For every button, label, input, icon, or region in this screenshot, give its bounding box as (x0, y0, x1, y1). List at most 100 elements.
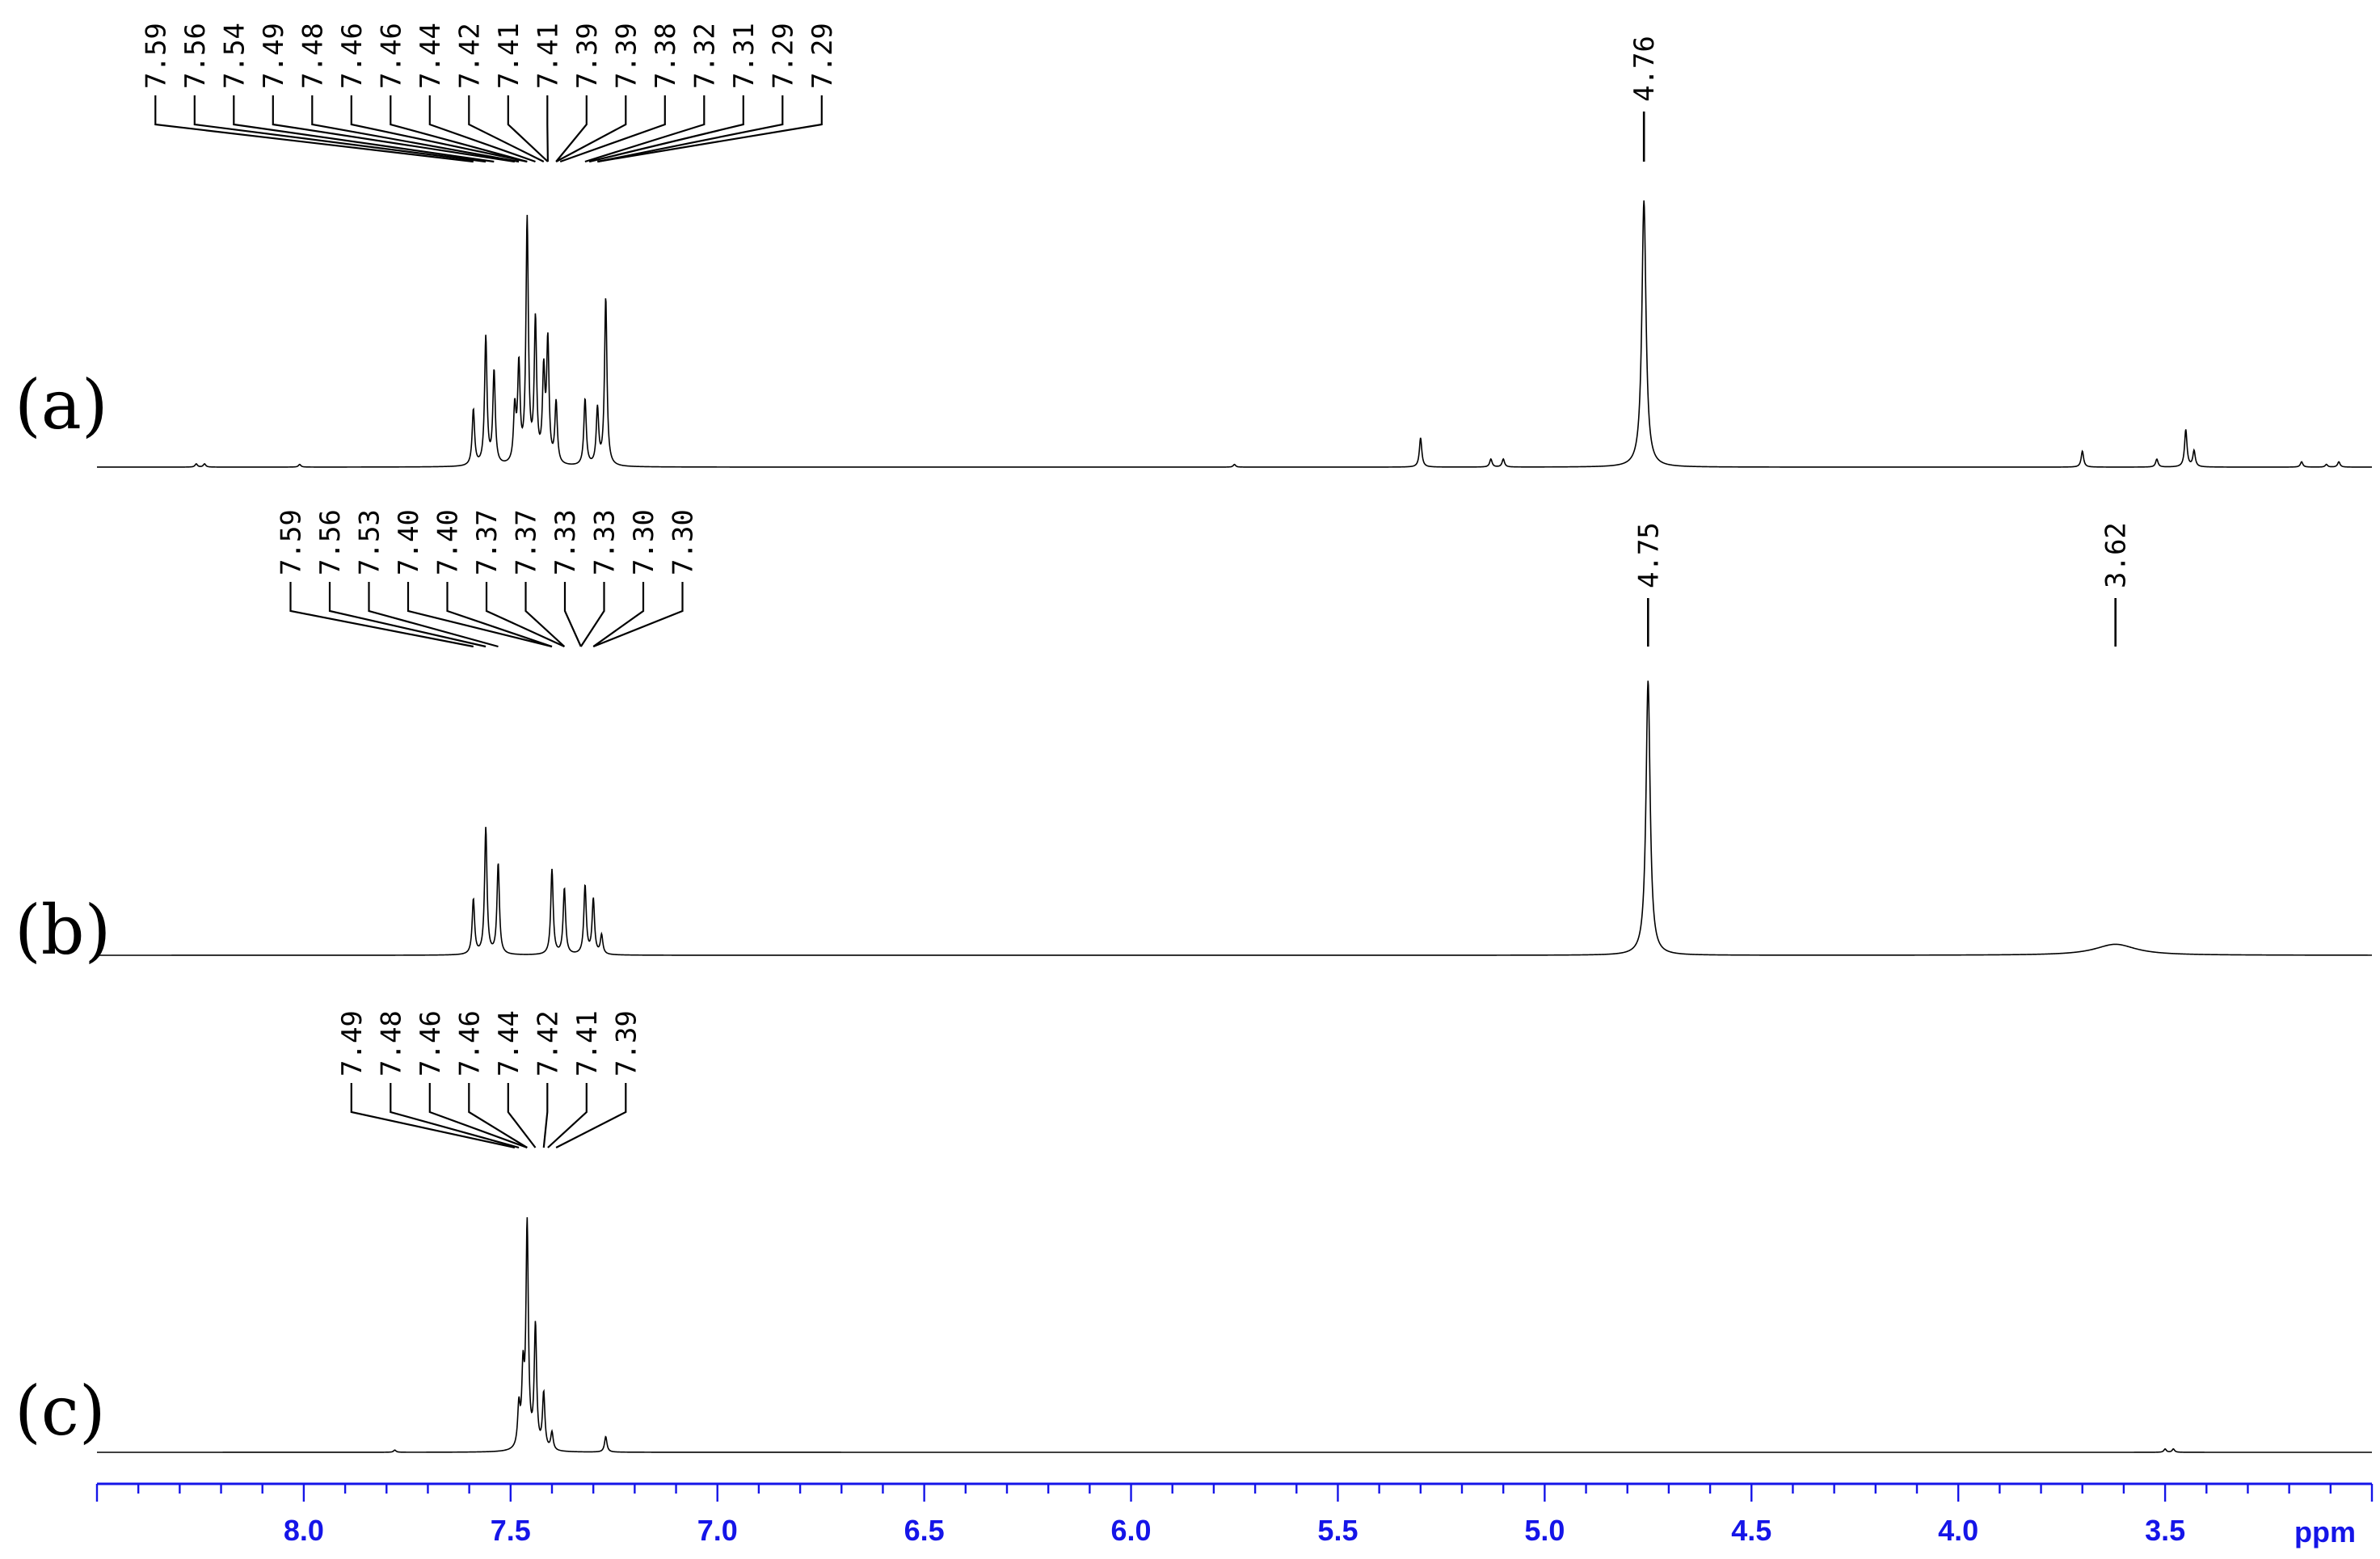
peak-label-leader (406, 582, 553, 648)
peak-label-leader (390, 1083, 520, 1149)
peak-label-leader (233, 95, 495, 163)
peak-label: 7.38 (650, 23, 682, 89)
x-tick-label: 7.5 (491, 1514, 531, 1547)
peak-label: 4.76 (1628, 36, 1661, 102)
peak-label: 7.49 (258, 23, 290, 89)
peak-label-leader (592, 582, 645, 647)
peak-label: 7.46 (453, 1010, 486, 1077)
peak-label-leader (524, 582, 566, 647)
peak-label-leader (579, 582, 605, 647)
peak-label: 7.40 (432, 509, 465, 575)
peak-label-leader (588, 95, 744, 163)
x-tick-label: 5.0 (1524, 1514, 1565, 1547)
panel-label: (b) (15, 891, 111, 970)
peak-label-leader (428, 95, 536, 163)
spectrum-trace (97, 680, 2372, 956)
x-tick-label: 8.0 (284, 1514, 324, 1547)
peak-label: 7.48 (297, 23, 329, 89)
peak-label-leader (559, 95, 666, 163)
peak-label-leader (555, 95, 627, 162)
x-tick-label: 7.0 (697, 1514, 738, 1547)
peak-label: 7.56 (314, 509, 347, 575)
peak-label-leader (289, 582, 474, 648)
peak-label: 7.59 (140, 23, 172, 89)
peak-label: 7.53 (354, 509, 386, 575)
peak-label-leader (468, 1083, 528, 1148)
peak-label-leader (507, 1083, 537, 1148)
peak-label-leader (555, 95, 588, 162)
peak-label: 7.59 (276, 509, 308, 575)
x-axis-unit-label: ppm (2294, 1515, 2356, 1548)
peak-label-leader (154, 95, 474, 163)
x-tick-label: 3.5 (2145, 1514, 2185, 1547)
x-tick-label: 4.5 (1731, 1514, 1771, 1547)
spectrum-panel: (b)7.59 7.56 7.53 7.40 7.40 7.37 7.37 7.33 7.33 7… (15, 509, 2372, 970)
x-tick-label: 6.5 (904, 1514, 945, 1547)
peak-label-leader (328, 582, 487, 648)
peak-label: 7.37 (471, 509, 503, 575)
peak-label: 7.39 (610, 1010, 642, 1077)
peak-label-leader (368, 582, 499, 648)
peak-label: 7.41 (571, 1010, 604, 1077)
peak-label-leader (542, 1083, 549, 1148)
peak-label-leader (350, 1083, 516, 1149)
peak-label: 7.33 (550, 509, 582, 575)
peak-label: 7.37 (511, 509, 543, 575)
peak-label-leader (446, 582, 553, 648)
peak-label: 7.56 (179, 23, 212, 89)
peak-label-leader (272, 95, 516, 163)
peak-label: 7.41 (493, 23, 525, 89)
peak-label-leader (555, 1083, 627, 1148)
peak-label: 7.31 (728, 23, 760, 89)
peak-label-leader (592, 582, 684, 648)
panel-label: (a) (15, 365, 108, 445)
peak-label-leader (428, 1083, 528, 1149)
peak-label-leader (597, 95, 823, 163)
peak-label: 7.49 (336, 1010, 369, 1077)
peak-label: 4.75 (1632, 522, 1665, 588)
spectrum-panel: (a)7.59 7.56 7.54 7.49 7.48 7.46 7.46 7.44 7.42 7… (15, 23, 2372, 468)
peak-label-leader (485, 582, 565, 648)
peak-label: 7.33 (589, 509, 621, 575)
peak-label: 7.48 (375, 1010, 407, 1077)
peak-label: 7.32 (689, 23, 721, 89)
spectra-panels: (a)7.59 7.56 7.54 7.49 7.48 7.46 7.46 7.44 7.42 7… (15, 23, 2372, 1453)
peak-label: 7.42 (453, 23, 486, 89)
peak-label: 7.44 (415, 23, 447, 89)
peak-label: 7.46 (375, 23, 407, 89)
peak-label: 7.44 (493, 1010, 525, 1077)
peak-label: 7.30 (628, 509, 660, 575)
peak-label: 7.39 (610, 23, 642, 89)
peak-label-leader (390, 95, 528, 163)
peak-label-leader (350, 95, 528, 163)
peak-label-leader (546, 95, 549, 162)
peak-label-leader (507, 95, 549, 162)
peak-label: 7.42 (532, 1010, 564, 1077)
peak-label: 7.29 (767, 23, 799, 89)
peak-label: 7.40 (393, 509, 425, 575)
x-tick-label: 5.5 (1317, 1514, 1358, 1547)
peak-label: 7.29 (807, 23, 839, 89)
peak-label-leader (563, 582, 582, 647)
peak-label-leader (547, 1083, 588, 1148)
spectrum-trace (97, 200, 2372, 468)
x-tick-label: 6.0 (1111, 1514, 1152, 1547)
x-axis: 8.0 7.5 7.0 6.5 6.0 5.5 5.0 4.5 4.0 3.5 ppm (95, 1482, 2374, 1548)
x-tick-label: 4.0 (1938, 1514, 1978, 1547)
peak-label: 7.46 (336, 23, 369, 89)
peak-label: 3.62 (2100, 522, 2133, 588)
peak-label: 7.54 (218, 23, 251, 89)
peak-label-leader (193, 95, 487, 163)
peak-label: 7.30 (668, 509, 700, 575)
panel-label: (c) (15, 1371, 106, 1451)
peak-label-leader (597, 95, 784, 163)
peak-label-leader (584, 95, 706, 163)
peak-label: 7.46 (415, 1010, 447, 1077)
peak-label-leader (468, 95, 545, 162)
spectrum-trace (97, 1217, 2372, 1453)
peak-label: 7.41 (532, 23, 564, 89)
peak-label-leader (311, 95, 520, 163)
peak-label: 7.39 (571, 23, 604, 89)
spectrum-panel: (c)7.49 7.48 7.46 7.46 7.44 7.42 7.41 7.39 (15, 1010, 2372, 1453)
